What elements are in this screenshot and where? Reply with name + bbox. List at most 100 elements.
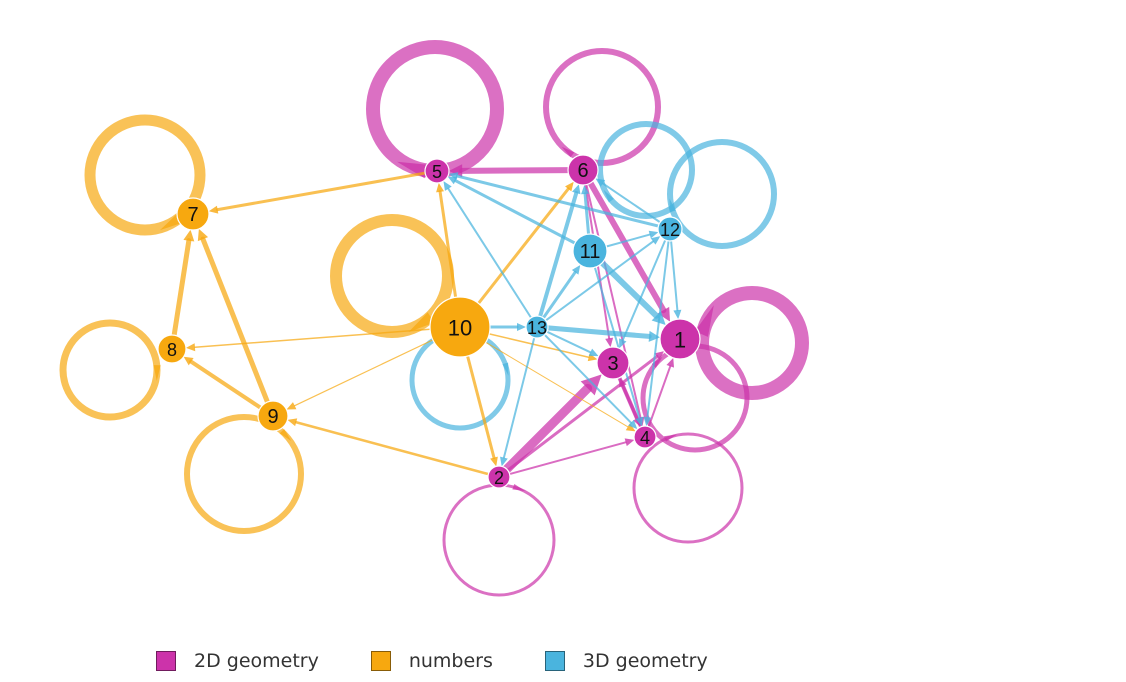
edge-arrowhead-13-to-11 — [571, 264, 581, 275]
edge-arrowhead-13-to-12 — [650, 236, 661, 245]
self-loop-arrowhead-9 — [279, 429, 292, 441]
self-loop-6 — [543, 48, 661, 166]
legend-label-3d-geometry: 3D geometry — [582, 650, 708, 672]
edge-9-to-7 — [200, 236, 270, 405]
node-13: 13 — [525, 315, 549, 339]
node-label-9: 9 — [267, 406, 278, 428]
edge-arrowhead-2-to-3 — [580, 374, 602, 396]
edge-13-to-11 — [541, 270, 577, 320]
self-loop-9 — [184, 414, 304, 534]
node-label-5: 5 — [432, 162, 442, 182]
legend-swatch-numbers — [370, 651, 391, 671]
edge-8-to-7 — [171, 238, 192, 338]
node-8: 8 — [157, 334, 187, 364]
edge-6-to-1 — [587, 180, 667, 314]
edge-arrowhead-6-to-1 — [657, 306, 671, 322]
node-circle-6 — [567, 154, 599, 186]
self-loop-arrowhead-10 — [408, 312, 435, 333]
edge-13-to-3 — [545, 330, 592, 354]
edge-arrowhead-12-to-4 — [643, 416, 652, 427]
legend-label-2d-geometry: 2D geometry — [194, 650, 319, 672]
edge-2-to-3 — [502, 383, 593, 474]
edge-arrowhead-6-to-5 — [448, 164, 463, 178]
edge-11-to-4 — [593, 266, 641, 419]
self-loop-arrowhead-12 — [669, 198, 676, 213]
self-loop-arrowhead-1 — [694, 305, 714, 337]
edge-2-to-9 — [294, 421, 490, 476]
edge-4-to-1 — [647, 365, 672, 428]
node-circle-13 — [525, 315, 549, 339]
edge-13-to-6 — [538, 191, 579, 319]
node-10: 10 — [429, 296, 491, 358]
edge-12-to-6 — [601, 182, 662, 224]
edge-10-to-5 — [438, 190, 458, 299]
edge-13-to-2 — [502, 336, 536, 459]
legend-swatch-3d-geometry — [544, 651, 565, 671]
edge-6-to-5 — [459, 167, 572, 174]
edge-arrowhead-10-to-8 — [185, 343, 196, 352]
node-circle-2 — [487, 465, 511, 489]
edge-arrowhead-11-to-4 — [635, 416, 644, 427]
self-loop-arrowhead-6 — [561, 146, 575, 158]
node-circle-10 — [429, 296, 491, 358]
node-3: 3 — [596, 346, 630, 380]
node-label-13: 13 — [527, 318, 547, 338]
edge-12-to-3 — [621, 239, 667, 341]
edge-arrowhead-10-to-13 — [517, 323, 526, 331]
edge-arrowhead-8-to-7 — [183, 229, 195, 242]
self-loop-7 — [84, 114, 206, 236]
edge-12-to-5 — [455, 174, 660, 228]
edge-11-to-1 — [599, 259, 660, 319]
edge-2-to-1 — [506, 355, 659, 472]
edge-arrowhead-12-to-1 — [673, 309, 682, 320]
node-5: 5 — [424, 158, 450, 184]
node-circle-4 — [633, 425, 657, 449]
self-loop-1 — [695, 286, 809, 400]
node-1: 1 — [659, 318, 701, 360]
node-circle-12 — [657, 216, 683, 242]
edge-9-to-8 — [189, 359, 263, 410]
edge-arrowhead-10-to-9 — [286, 402, 297, 410]
edge-arrowhead-13-to-5 — [443, 181, 452, 191]
edge-arrowhead-2-to-1 — [654, 351, 665, 360]
node-label-7: 7 — [187, 204, 198, 226]
edge-arrowhead-2-to-9 — [287, 418, 298, 427]
node-circle-8 — [157, 334, 187, 364]
legend-item-3d-geometry: 3D geometry — [544, 650, 708, 672]
edge-13-to-5 — [447, 187, 533, 319]
node-9: 9 — [257, 400, 289, 432]
edge-arrowhead-12-to-5 — [448, 172, 459, 180]
legend-swatch-2d-geometry — [156, 651, 176, 671]
edge-arrowhead-13-to-4 — [628, 419, 638, 430]
node-11: 11 — [572, 233, 608, 269]
self-loop-arrowhead-8 — [153, 365, 161, 381]
edge-arrowhead-12-to-3 — [619, 338, 627, 349]
edge-5-to-7 — [216, 171, 427, 212]
legend: 2D geometry numbers 3D geometry — [156, 650, 760, 672]
self-loop-arrowhead-11 — [603, 189, 614, 203]
node-label-12: 12 — [660, 220, 680, 240]
node-label-1: 1 — [674, 328, 686, 353]
edge-10-to-4 — [485, 341, 629, 428]
node-7: 7 — [176, 197, 210, 231]
node-2: 2 — [487, 465, 511, 489]
edge-12-to-1 — [670, 239, 679, 312]
edge-arrowhead-10-to-5 — [436, 182, 445, 193]
legend-item-numbers: numbers — [370, 650, 493, 672]
node-label-2: 2 — [494, 468, 504, 488]
edge-arrowhead-9-to-8 — [183, 356, 194, 366]
node-6: 6 — [567, 154, 599, 186]
edge-arrowhead-2-to-4 — [624, 438, 635, 447]
node-circle-5 — [424, 158, 450, 184]
edge-10-to-9 — [294, 339, 434, 407]
node-circle-9 — [257, 400, 289, 432]
edge-10-to-3 — [488, 333, 590, 359]
node-label-11: 11 — [580, 241, 601, 263]
node-label-3: 3 — [607, 353, 618, 375]
self-loop-4 — [632, 432, 744, 544]
edge-13-to-1 — [545, 325, 652, 339]
edge-arrowhead-11-to-6 — [581, 184, 590, 195]
